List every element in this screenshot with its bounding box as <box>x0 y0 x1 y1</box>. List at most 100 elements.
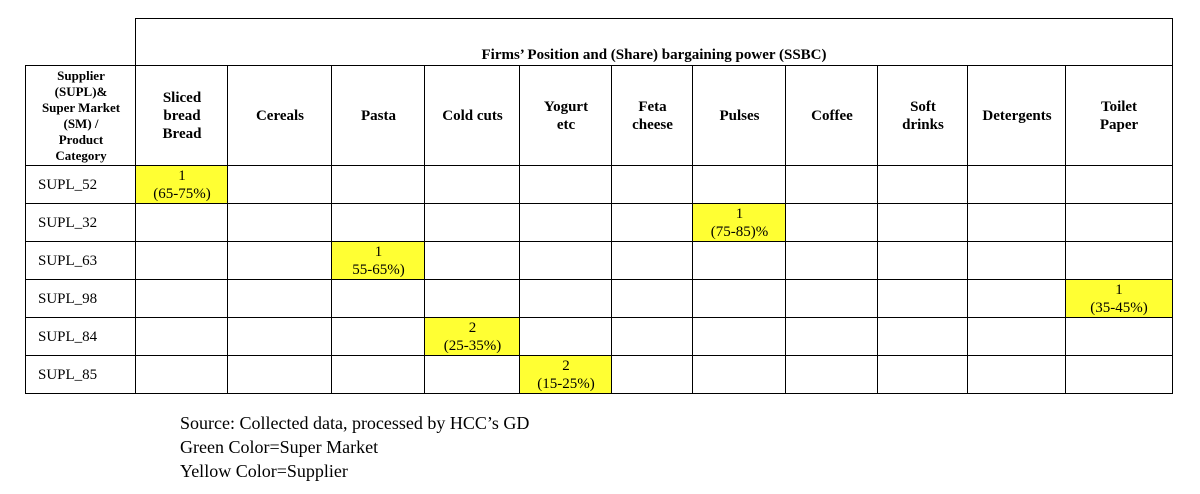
header-line: drinks <box>902 117 944 133</box>
header-line: Category <box>55 148 107 163</box>
row-label-text: SUPL_63 <box>38 253 98 269</box>
row-label-text: SUPL_32 <box>38 215 98 231</box>
data-cell: 2 (25-35%) <box>424 317 520 356</box>
data-cell <box>692 317 786 356</box>
title-text: Firms’ Position and (Share) bargaining p… <box>481 47 827 63</box>
column-header: Sliced bread Bread <box>135 65 228 166</box>
data-cell <box>611 317 693 356</box>
data-cell <box>785 355 878 394</box>
data-cell <box>877 279 968 318</box>
header-line: Paper <box>1099 117 1139 133</box>
share-value: (65-75%) <box>153 186 211 202</box>
data-cell <box>877 241 968 280</box>
data-cell <box>785 203 878 242</box>
share-value: 55-65%) <box>352 262 405 278</box>
data-cell <box>227 203 332 242</box>
data-cell <box>135 317 228 356</box>
data-cell <box>611 241 693 280</box>
data-cell <box>519 203 612 242</box>
data-cell <box>135 203 228 242</box>
header-line: Toilet <box>1100 99 1138 115</box>
header-line: Cereals <box>255 108 305 124</box>
data-cell <box>967 279 1066 318</box>
data-cell <box>1065 355 1173 394</box>
data-cell <box>967 241 1066 280</box>
header-line: cheese <box>632 117 673 133</box>
row-label-text: SUPL_84 <box>38 329 98 345</box>
data-cell <box>519 241 612 280</box>
header-line: Coffee <box>811 108 853 124</box>
data-cell <box>611 203 693 242</box>
row-label-text: SUPL_52 <box>38 177 98 193</box>
data-cell: 1 55-65%) <box>331 241 425 280</box>
data-cell: 1 (65-75%) <box>135 165 228 204</box>
row-label: SUPL_52 <box>25 165 136 204</box>
row-label: SUPL_32 <box>25 203 136 242</box>
data-cell <box>785 279 878 318</box>
data-cell <box>227 279 332 318</box>
data-cell: 1 (75-85)% <box>692 203 786 242</box>
table-title: Firms’ Position and (Share) bargaining p… <box>135 18 1173 66</box>
data-cell <box>967 203 1066 242</box>
column-header: Toilet Paper <box>1065 65 1173 166</box>
header-line: Super Market <box>41 100 121 115</box>
data-cell <box>692 279 786 318</box>
data-cell <box>692 355 786 394</box>
data-cell <box>331 165 425 204</box>
column-header: Coffee <box>785 65 878 166</box>
row-label: SUPL_85 <box>25 355 136 394</box>
data-cell <box>331 355 425 394</box>
data-cell <box>519 279 612 318</box>
data-cell <box>785 165 878 204</box>
header-line: Sliced <box>162 90 202 106</box>
share-value: (35-45%) <box>1090 300 1148 316</box>
data-cell <box>519 165 612 204</box>
data-cell <box>1065 317 1173 356</box>
data-cell: 2 (15-25%) <box>519 355 612 394</box>
data-cell <box>424 279 520 318</box>
data-cell <box>424 241 520 280</box>
header-line: Soft <box>910 99 936 115</box>
note: Green Color=Super Market <box>180 437 379 457</box>
data-cell <box>967 355 1066 394</box>
column-header: Detergents <box>967 65 1066 166</box>
data-cell <box>611 279 693 318</box>
header-line: etc <box>556 117 576 133</box>
position-value: 1 <box>1115 282 1123 298</box>
data-cell <box>967 317 1066 356</box>
position-value: 1 <box>374 244 383 260</box>
data-cell <box>424 165 520 204</box>
data-cell <box>1065 241 1173 280</box>
header-line: Feta <box>638 99 667 115</box>
share-value: (75-85)% <box>710 224 769 240</box>
header-line: Supplier <box>57 68 105 83</box>
position-value: 1 <box>735 206 744 222</box>
row-label: SUPL_63 <box>25 241 136 280</box>
data-cell <box>135 241 228 280</box>
header-line: Product <box>58 132 104 147</box>
header-line: bread <box>163 108 201 124</box>
corner-header: Supplier (SUPL)& Super Market (SM) / Product… <box>25 65 136 166</box>
data-cell <box>967 165 1066 204</box>
data-cell <box>785 317 878 356</box>
data-cell <box>227 165 332 204</box>
column-header: Soft drinks <box>877 65 968 166</box>
share-value: (15-25%) <box>537 375 595 392</box>
data-cell <box>1065 203 1173 242</box>
column-header: Cereals <box>227 65 332 166</box>
position-value: 1 <box>178 168 186 184</box>
header-line: Yogurt <box>543 99 589 115</box>
header-line: Pulses <box>719 108 760 124</box>
data-cell <box>424 355 520 394</box>
data-cell <box>519 317 612 356</box>
note: Yellow Color=Supplier <box>180 461 348 481</box>
header-line: Pasta <box>361 108 396 124</box>
data-cell <box>611 355 693 394</box>
header-line: Detergents <box>982 108 1052 124</box>
data-cell <box>227 241 332 280</box>
data-cell <box>227 355 332 394</box>
column-header: Pulses <box>692 65 786 166</box>
header-line: Cold cuts <box>442 108 503 124</box>
share-value: (25-35%) <box>443 338 502 354</box>
data-cell <box>785 241 878 280</box>
